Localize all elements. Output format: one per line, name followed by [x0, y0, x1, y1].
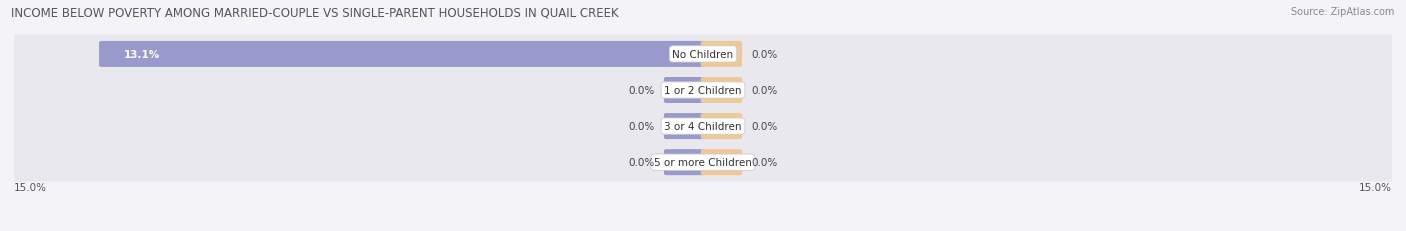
Text: No Children: No Children — [672, 50, 734, 60]
Text: 5 or more Children: 5 or more Children — [654, 158, 752, 167]
Text: 0.0%: 0.0% — [628, 122, 655, 131]
FancyBboxPatch shape — [11, 107, 1395, 146]
FancyBboxPatch shape — [700, 42, 742, 68]
Text: 1 or 2 Children: 1 or 2 Children — [664, 86, 742, 96]
FancyBboxPatch shape — [11, 143, 1395, 182]
Text: 15.0%: 15.0% — [14, 182, 46, 192]
Text: 0.0%: 0.0% — [628, 86, 655, 96]
FancyBboxPatch shape — [664, 114, 706, 140]
FancyBboxPatch shape — [700, 78, 742, 103]
Text: 15.0%: 15.0% — [1360, 182, 1392, 192]
FancyBboxPatch shape — [98, 42, 706, 68]
FancyBboxPatch shape — [664, 78, 706, 103]
Text: INCOME BELOW POVERTY AMONG MARRIED-COUPLE VS SINGLE-PARENT HOUSEHOLDS IN QUAIL C: INCOME BELOW POVERTY AMONG MARRIED-COUPL… — [11, 7, 619, 20]
FancyBboxPatch shape — [11, 71, 1395, 110]
Text: 0.0%: 0.0% — [628, 158, 655, 167]
Text: 13.1%: 13.1% — [124, 50, 160, 60]
FancyBboxPatch shape — [664, 149, 706, 175]
FancyBboxPatch shape — [700, 149, 742, 175]
Text: 0.0%: 0.0% — [751, 50, 778, 60]
Text: 0.0%: 0.0% — [751, 86, 778, 96]
Text: 0.0%: 0.0% — [751, 158, 778, 167]
FancyBboxPatch shape — [11, 35, 1395, 74]
Text: Source: ZipAtlas.com: Source: ZipAtlas.com — [1291, 7, 1395, 17]
Text: 3 or 4 Children: 3 or 4 Children — [664, 122, 742, 131]
FancyBboxPatch shape — [700, 114, 742, 140]
Text: 0.0%: 0.0% — [751, 122, 778, 131]
